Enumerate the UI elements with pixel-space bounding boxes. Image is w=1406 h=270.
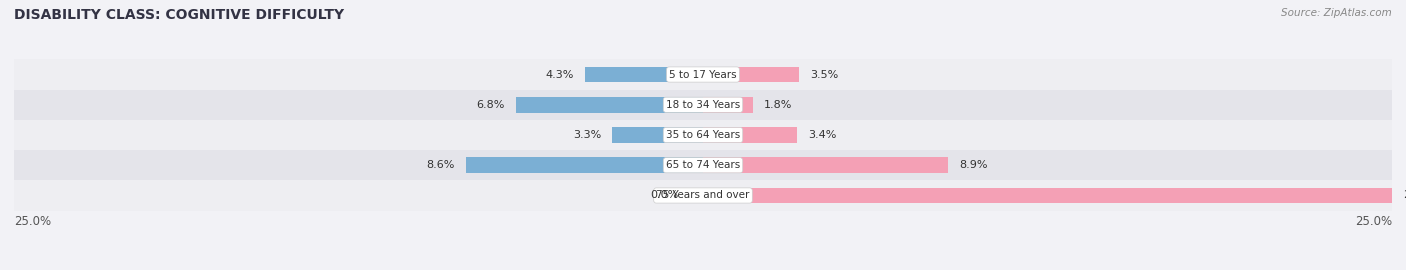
Text: 3.4%: 3.4% xyxy=(807,130,837,140)
Text: 25.0%: 25.0% xyxy=(1355,215,1392,228)
Bar xyxy=(703,188,1392,203)
Bar xyxy=(585,67,703,82)
Bar xyxy=(703,157,948,173)
Text: DISABILITY CLASS: COGNITIVE DIFFICULTY: DISABILITY CLASS: COGNITIVE DIFFICULTY xyxy=(14,8,344,22)
Text: 25.0%: 25.0% xyxy=(14,215,51,228)
Text: 8.6%: 8.6% xyxy=(426,160,456,170)
Text: 8.9%: 8.9% xyxy=(959,160,988,170)
Legend: Male, Female: Male, Female xyxy=(637,265,769,270)
Bar xyxy=(703,97,752,113)
Bar xyxy=(612,127,703,143)
Bar xyxy=(689,188,703,203)
Text: 65 to 74 Years: 65 to 74 Years xyxy=(666,160,740,170)
Text: 0.0%: 0.0% xyxy=(650,190,678,201)
Text: 6.8%: 6.8% xyxy=(477,100,505,110)
Text: 3.5%: 3.5% xyxy=(810,69,839,80)
Bar xyxy=(14,180,1392,211)
Text: 75 Years and over: 75 Years and over xyxy=(657,190,749,201)
Bar xyxy=(516,97,703,113)
Text: 3.3%: 3.3% xyxy=(572,130,600,140)
Text: 4.3%: 4.3% xyxy=(546,69,574,80)
Text: Source: ZipAtlas.com: Source: ZipAtlas.com xyxy=(1281,8,1392,18)
Bar xyxy=(14,59,1392,90)
Bar xyxy=(465,157,703,173)
Bar xyxy=(14,90,1392,120)
Bar xyxy=(14,150,1392,180)
Text: 25.0%: 25.0% xyxy=(1403,190,1406,201)
Bar xyxy=(703,127,797,143)
Text: 18 to 34 Years: 18 to 34 Years xyxy=(666,100,740,110)
Text: 35 to 64 Years: 35 to 64 Years xyxy=(666,130,740,140)
Bar xyxy=(14,120,1392,150)
Text: 5 to 17 Years: 5 to 17 Years xyxy=(669,69,737,80)
Text: 1.8%: 1.8% xyxy=(763,100,792,110)
Bar xyxy=(703,67,800,82)
